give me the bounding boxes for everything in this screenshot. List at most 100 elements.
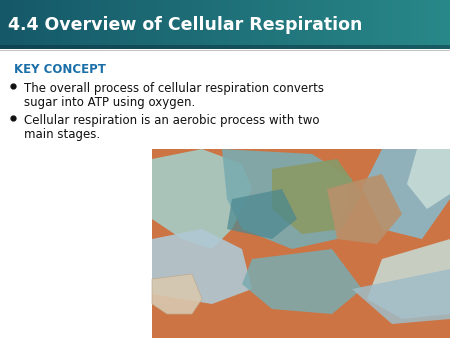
Bar: [290, 0, 292, 49]
Bar: [110, 0, 112, 49]
Bar: [191, 0, 194, 49]
Bar: [297, 0, 299, 49]
Bar: [184, 0, 187, 49]
Bar: [320, 0, 322, 49]
Bar: [302, 0, 304, 49]
Bar: [284, 0, 286, 49]
Bar: [130, 0, 133, 49]
Bar: [196, 0, 198, 49]
Polygon shape: [352, 269, 450, 324]
Bar: [292, 0, 295, 49]
Bar: [178, 0, 180, 49]
Bar: [387, 0, 389, 49]
Bar: [155, 0, 158, 49]
Bar: [407, 0, 410, 49]
Bar: [151, 0, 153, 49]
Bar: [63, 0, 65, 49]
Bar: [40, 0, 43, 49]
Bar: [158, 0, 160, 49]
Bar: [90, 0, 92, 49]
Bar: [140, 0, 142, 49]
Bar: [405, 0, 407, 49]
Bar: [20, 0, 22, 49]
Text: Cellular respiration is an aerobic process with two: Cellular respiration is an aerobic proce…: [24, 114, 320, 127]
Bar: [256, 0, 259, 49]
Bar: [106, 0, 108, 49]
Bar: [360, 0, 362, 49]
Bar: [176, 0, 178, 49]
Bar: [133, 0, 135, 49]
Bar: [36, 0, 38, 49]
Bar: [189, 0, 191, 49]
Bar: [68, 0, 70, 49]
Bar: [173, 0, 176, 49]
Polygon shape: [227, 189, 297, 239]
Bar: [434, 0, 436, 49]
Bar: [250, 0, 252, 49]
Bar: [274, 0, 277, 49]
Bar: [88, 0, 90, 49]
Bar: [268, 0, 270, 49]
Bar: [310, 0, 313, 49]
Bar: [32, 0, 34, 49]
Bar: [335, 0, 338, 49]
Bar: [79, 0, 81, 49]
Bar: [0, 0, 2, 49]
Polygon shape: [152, 274, 202, 314]
Bar: [135, 0, 137, 49]
Text: The overall process of cellular respiration converts: The overall process of cellular respirat…: [24, 82, 324, 95]
Bar: [344, 0, 346, 49]
Bar: [153, 0, 155, 49]
Bar: [236, 0, 238, 49]
Text: KEY CONCEPT: KEY CONCEPT: [14, 63, 106, 76]
Polygon shape: [327, 174, 402, 244]
Bar: [277, 0, 279, 49]
Bar: [374, 0, 376, 49]
Polygon shape: [362, 149, 450, 239]
Bar: [356, 0, 358, 49]
Bar: [421, 0, 423, 49]
Bar: [263, 0, 266, 49]
Bar: [142, 0, 144, 49]
Bar: [299, 0, 302, 49]
Bar: [166, 0, 169, 49]
Bar: [220, 0, 223, 49]
Bar: [351, 0, 353, 49]
Bar: [245, 0, 248, 49]
Bar: [328, 0, 331, 49]
Bar: [362, 0, 364, 49]
Polygon shape: [242, 249, 362, 314]
Bar: [119, 0, 122, 49]
Bar: [58, 0, 61, 49]
Bar: [436, 0, 439, 49]
Bar: [306, 0, 308, 49]
Bar: [346, 0, 349, 49]
Bar: [272, 0, 274, 49]
Bar: [212, 0, 214, 49]
Bar: [38, 0, 40, 49]
Bar: [45, 0, 47, 49]
Bar: [443, 0, 446, 49]
Bar: [423, 0, 425, 49]
Bar: [43, 0, 45, 49]
Polygon shape: [152, 149, 252, 249]
Bar: [16, 0, 18, 49]
Bar: [382, 0, 385, 49]
Bar: [4, 0, 7, 49]
Bar: [54, 0, 56, 49]
Bar: [230, 0, 232, 49]
Bar: [446, 0, 448, 49]
Bar: [225, 0, 227, 49]
Bar: [432, 0, 434, 49]
Bar: [18, 0, 20, 49]
Bar: [61, 0, 63, 49]
Bar: [2, 0, 4, 49]
Bar: [416, 0, 418, 49]
Bar: [394, 0, 396, 49]
Bar: [349, 0, 351, 49]
Bar: [425, 0, 428, 49]
Bar: [99, 0, 101, 49]
Bar: [0, 45, 450, 49]
Bar: [439, 0, 441, 49]
Bar: [261, 0, 263, 49]
